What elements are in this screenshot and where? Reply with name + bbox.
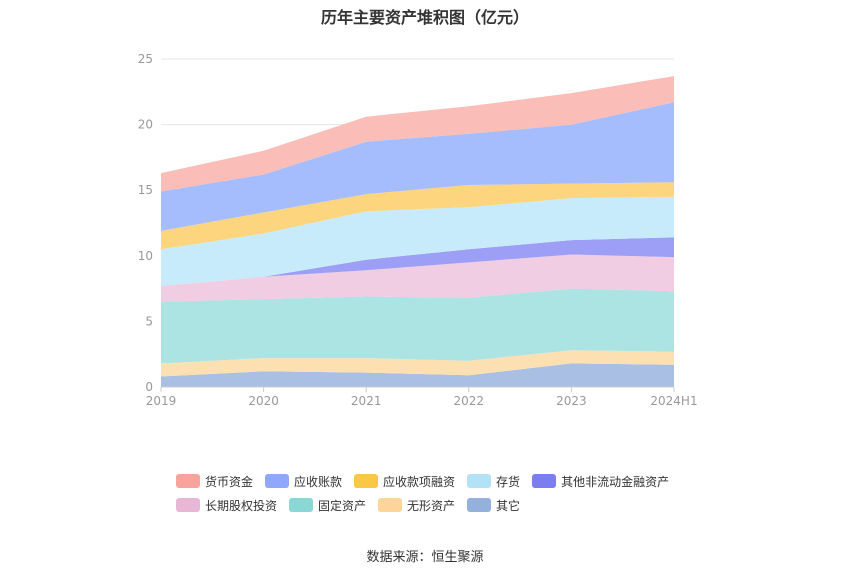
legend-item[interactable]: 货币资金 [176, 472, 253, 490]
x-tick-label: 2022 [454, 394, 485, 408]
area-series-7 [161, 102, 674, 231]
area-series-8 [161, 76, 674, 192]
area-series-4 [161, 237, 674, 286]
legend-item[interactable]: 其它 [467, 496, 520, 514]
x-tick-label: 2023 [556, 394, 587, 408]
legend-item[interactable]: 其他非流动金融资产 [532, 472, 669, 490]
area-layer [161, 76, 674, 387]
area-series-6 [161, 182, 674, 250]
legend-swatch [467, 474, 492, 488]
legend-item[interactable]: 应收款项融资 [354, 472, 455, 490]
legend-item[interactable]: 无形资产 [378, 496, 455, 514]
area-series-3 [161, 254, 674, 302]
legend-label: 其他非流动金融资产 [561, 474, 670, 489]
y-tick-label: 5 [145, 314, 153, 328]
legend-label: 货币资金 [205, 474, 254, 489]
legend-label: 存货 [496, 474, 521, 489]
y-tick-label: 0 [145, 380, 153, 394]
legend-swatch [265, 474, 290, 488]
legend-item[interactable]: 存货 [467, 472, 520, 490]
legend-item[interactable]: 长期股权投资 [176, 496, 277, 514]
area-series-5 [161, 196, 674, 286]
legend: 货币资金 应收账款 应收款项融资 存货 其他非流动金融资产长期股权投资 固定资产 无形资产 其… [176, 472, 696, 520]
legend-row: 货币资金 应收账款 应收款项融资 存货 其他非流动金融资产 [176, 472, 696, 490]
y-tick-label: 25 [138, 52, 153, 66]
legend-swatch [467, 498, 492, 512]
legend-swatch [176, 474, 200, 488]
legend-item[interactable]: 固定资产 [289, 496, 366, 514]
y-tick-label: 20 [138, 118, 153, 132]
chart-title: 历年主要资产堆积图（亿元） [320, 8, 529, 27]
legend-swatch [532, 474, 557, 488]
stacked-area-chart: 0 5 10 15 20 25 2019 2020 2021 2022 2023 2024H1 [138, 52, 698, 408]
legend-row: 长期股权投资 固定资产 无形资产 其它 [176, 496, 696, 514]
legend-swatch [378, 498, 403, 512]
y-tick-label: 10 [138, 249, 153, 263]
legend-label: 应收账款 [294, 474, 343, 489]
legend-label: 无形资产 [407, 498, 456, 513]
legend-swatch [176, 498, 200, 512]
y-tick-label: 15 [138, 183, 153, 197]
x-tick-label: 2019 [146, 394, 177, 408]
legend-label: 其它 [496, 498, 521, 513]
legend-label: 应收款项融资 [383, 474, 456, 489]
area-series-2 [161, 288, 674, 364]
legend-swatch [354, 474, 379, 488]
x-tick-label: 2021 [351, 394, 382, 408]
legend-swatch [289, 498, 314, 512]
x-tick-label: 2020 [248, 394, 279, 408]
axis-layer: 0 5 10 15 20 25 2019 2020 2021 2022 2023 2024H1 [138, 52, 698, 408]
area-series-0 [161, 363, 674, 387]
legend-label: 长期股权投资 [205, 498, 278, 513]
legend-label: 固定资产 [318, 498, 367, 513]
legend-item[interactable]: 应收账款 [265, 472, 342, 490]
data-source: 数据来源：恒生聚源 [366, 550, 484, 565]
x-tick-label: 2024H1 [650, 394, 697, 408]
area-series-1 [161, 350, 674, 377]
